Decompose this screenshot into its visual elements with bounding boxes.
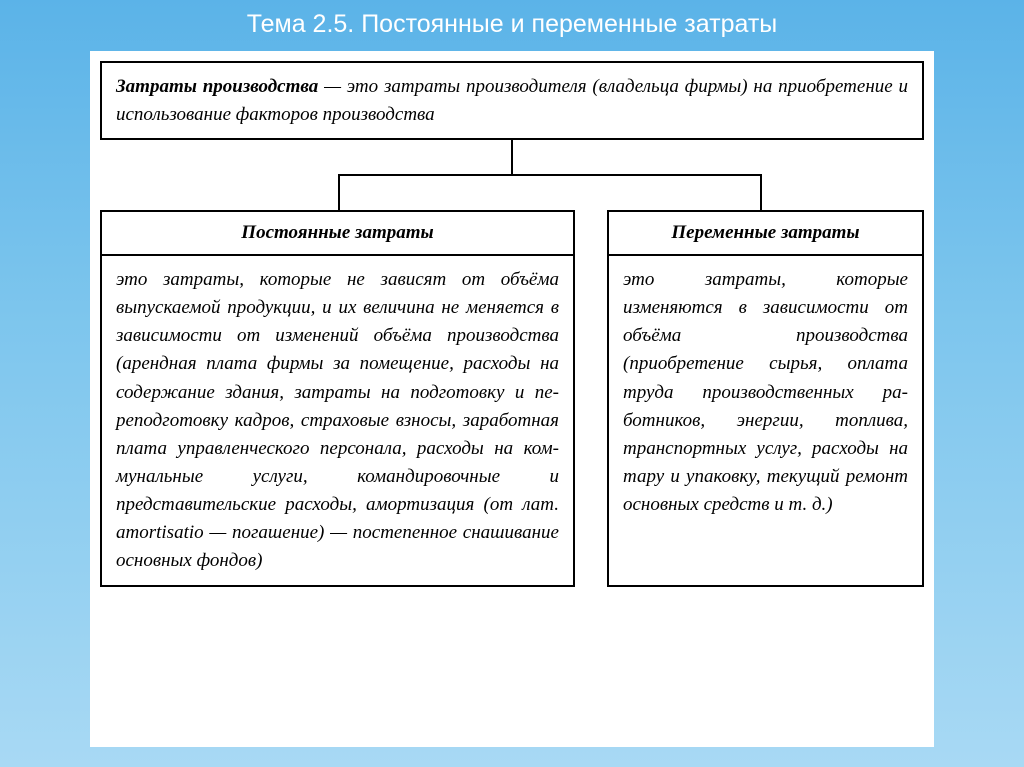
columns: Постоянные затраты это затраты, которые … — [98, 210, 926, 587]
left-header: Постоянные затраты — [100, 210, 575, 256]
definition-box: Затраты производства — это затраты произ… — [100, 61, 924, 140]
connector-right-vertical — [760, 174, 762, 210]
slide-title: Тема 2.5. Постоянные и переменные затрат… — [90, 10, 934, 39]
definition-term: Затраты производства — [116, 76, 318, 97]
connector-top-vertical — [511, 140, 513, 174]
connector-lines — [98, 140, 926, 210]
right-column: Переменные затраты это затраты, которые … — [607, 210, 924, 587]
right-body: это затраты, которые изменяются в зависи… — [607, 256, 924, 587]
connector-left-vertical — [338, 174, 340, 210]
slide: Тема 2.5. Постоянные и переменные затрат… — [0, 0, 1024, 767]
right-header: Переменные затраты — [607, 210, 924, 256]
left-column: Постоянные затраты это затраты, которые … — [100, 210, 575, 587]
content-area: Затраты производства — это затраты произ… — [90, 51, 934, 747]
connector-horizontal — [338, 174, 760, 176]
left-body: это затраты, которые не зависят от объём… — [100, 256, 575, 587]
